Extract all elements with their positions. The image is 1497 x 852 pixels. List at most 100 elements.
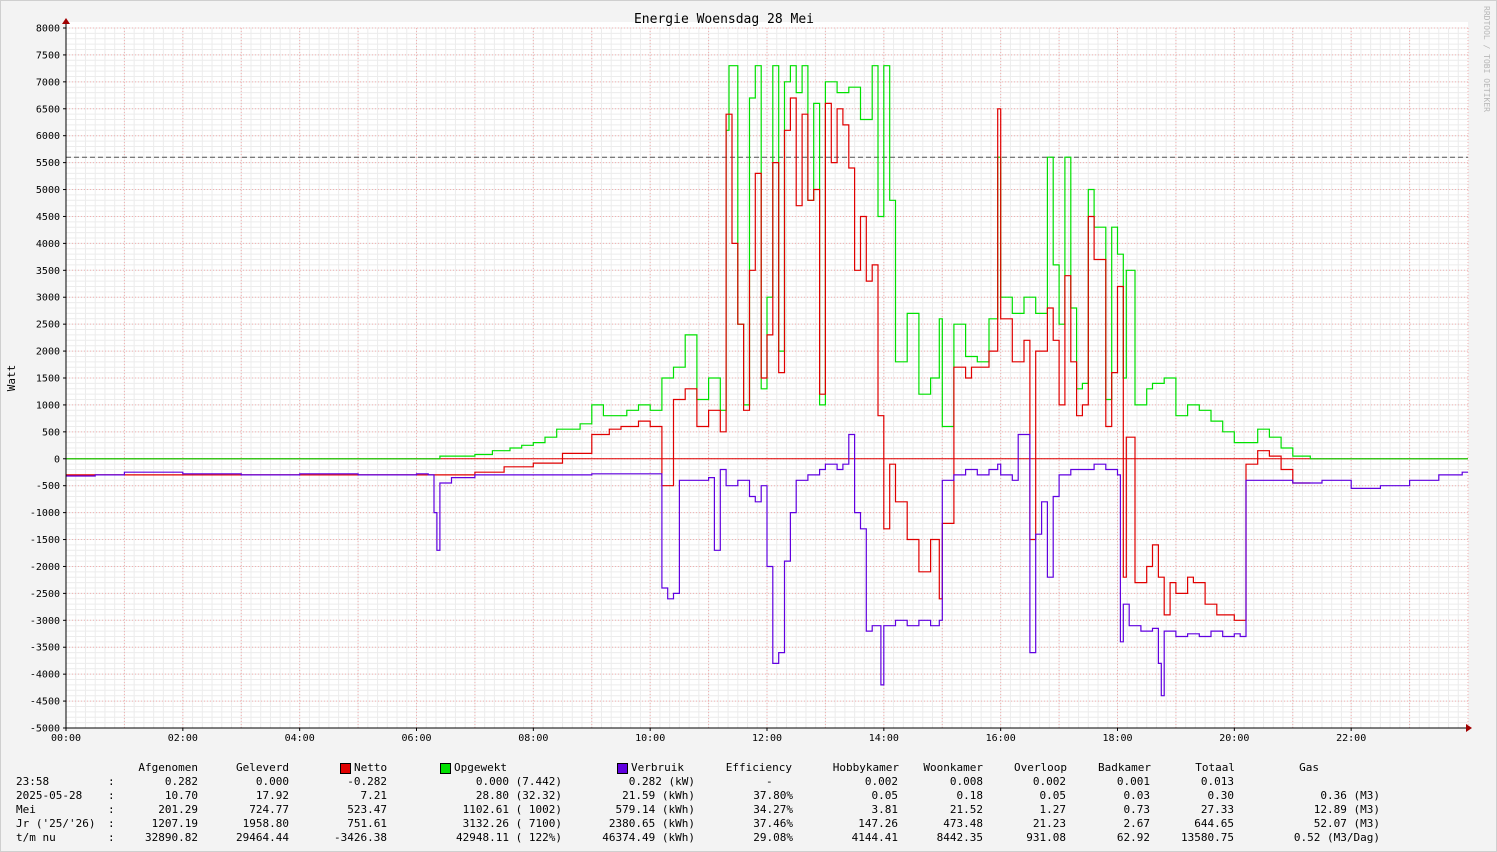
y-tick-label: -500 <box>36 481 60 492</box>
y-tick-label: -3000 <box>30 616 60 627</box>
legend-cell: 34.27% <box>753 803 793 816</box>
y-tick-label: 2000 <box>36 347 60 358</box>
legend-cell: 0.013 <box>1200 775 1234 788</box>
legend-cell: 3132.26 ( 7100) <box>462 817 562 830</box>
y-tick-label: 3500 <box>36 266 60 277</box>
legend-header: Opgewekt <box>454 761 507 774</box>
legend-cell: 0.18 <box>956 789 984 802</box>
legend-cell: 724.77 <box>249 803 289 816</box>
legend-cell: 21.23 <box>1032 817 1066 830</box>
watermark: RRDTOOL / TOBI OETIKER <box>1482 6 1491 112</box>
legend-cell: 29464.44 <box>236 831 289 844</box>
legend-row-label: Jr ('25/'26) <box>16 817 96 830</box>
x-tick-label: 16:00 <box>986 733 1016 744</box>
legend-cell: 0.001 <box>1116 775 1150 788</box>
y-tick-label: 0 <box>54 454 60 465</box>
legend-cell: 2.67 <box>1123 817 1151 830</box>
legend-cell: 37.80% <box>753 789 793 802</box>
legend-cell: 4144.41 <box>851 831 898 844</box>
y-tick-label: 5500 <box>36 158 60 169</box>
x-tick-label: 18:00 <box>1102 733 1132 744</box>
x-tick-label: 14:00 <box>869 733 899 744</box>
legend-cell: 201.29 <box>158 803 198 816</box>
legend-cell: 1102.61 ( 1002) <box>462 803 562 816</box>
legend-cell: 473.48 <box>943 817 983 830</box>
x-tick-label: 08:00 <box>518 733 548 744</box>
legend-row-separator: : <box>108 775 115 788</box>
legend-cell: 0.36 (M3) <box>1320 789 1380 802</box>
legend-header: Woonkamer <box>923 761 983 774</box>
y-tick-label: 4500 <box>36 212 60 223</box>
chart-title: Energie Woensdag 28 Mei <box>634 12 814 27</box>
legend-cell: - <box>766 775 773 788</box>
legend-swatch <box>440 763 451 774</box>
legend-swatch <box>340 763 351 774</box>
legend-cell: 13580.75 <box>1181 831 1234 844</box>
legend-cell: 0.30 <box>1207 789 1235 802</box>
y-tick-label: 7000 <box>36 77 60 88</box>
legend-cell: -3426.38 <box>334 831 387 844</box>
legend-header: Hobbykamer <box>832 761 899 774</box>
legend-cell: 0.05 <box>1039 789 1067 802</box>
y-tick-labels: 8000750070006500600055005000450040003500… <box>30 24 66 735</box>
legend-row-separator: : <box>108 803 115 816</box>
x-tick-label: 02:00 <box>168 733 198 744</box>
legend-row-label: 23:58 <box>16 775 50 788</box>
legend-cell: 0.002 <box>864 775 898 788</box>
y-tick-label: -2000 <box>30 562 60 573</box>
y-tick-label: 1000 <box>36 400 60 411</box>
legend-cell: 0.05 <box>871 789 899 802</box>
x-tick-labels: 00:00 02:00 04:00 06:00 08:00 10:00 12:00 14:00… <box>51 728 1366 744</box>
legend-cell: 523.47 <box>347 803 387 816</box>
legend-header: Afgenomen <box>138 761 198 774</box>
legend-row-label: Mei <box>16 803 36 816</box>
y-tick-label: -4000 <box>30 670 60 681</box>
legend-row-separator: : <box>108 831 115 844</box>
legend-row-separator: : <box>108 817 115 830</box>
legend-cell: 28.80 (32.32) <box>475 789 562 802</box>
legend-header: Geleverd <box>236 761 289 774</box>
legend-cell: 29.08% <box>753 831 793 844</box>
legend-header: Totaal <box>1195 761 1235 774</box>
grid <box>65 27 1469 729</box>
legend-cell: 0.03 <box>1123 789 1151 802</box>
legend-cell: -0.282 <box>347 775 387 788</box>
legend-cell: 1.27 <box>1039 803 1067 816</box>
legend-header: Netto <box>354 761 388 774</box>
legend-cell: 0.008 <box>949 775 983 788</box>
legend-cell: 931.08 <box>1026 831 1066 844</box>
legend-cell: 0.73 <box>1123 803 1151 816</box>
legend-cell: 2380.65 (kWh) <box>608 817 695 830</box>
legend-row-separator: : <box>108 789 115 802</box>
legend-cell: 52.07 (M3) <box>1313 817 1380 830</box>
legend-header: Efficiency <box>725 761 792 774</box>
y-axis-label: Watt <box>5 365 18 392</box>
legend-cell: 751.61 <box>347 817 387 830</box>
y-tick-label: 6000 <box>36 131 60 142</box>
y-tick-label: 7500 <box>36 50 60 61</box>
y-tick-label: 6500 <box>36 104 60 115</box>
x-tick-label: 04:00 <box>285 733 315 744</box>
y-tick-label: 5000 <box>36 185 60 196</box>
legend-cell: 46374.49 (kWh) <box>602 831 695 844</box>
axes <box>62 18 1472 732</box>
legend-cell: 1207.19 <box>151 817 198 830</box>
x-tick-label: 12:00 <box>752 733 782 744</box>
y-tick-label: 3000 <box>36 293 60 304</box>
legend-header: Verbruik <box>631 761 684 774</box>
series-line-verbruik <box>66 433 1468 697</box>
y-tick-label: -4500 <box>30 697 60 708</box>
legend-cell: 0.000 (7.442) <box>475 775 562 788</box>
y-tick-label: -1500 <box>30 535 60 546</box>
y-tick-label: 2500 <box>36 320 60 331</box>
series-line-opgewekt <box>66 65 1468 460</box>
legend-row-label: t/m nu <box>16 831 56 844</box>
legend-cell: 0.282 (kW) <box>628 775 695 788</box>
legend-cell: 42948.11 ( 122%) <box>456 831 562 844</box>
legend-cell: 1958.80 <box>242 817 289 830</box>
legend-cell: 10.70 <box>164 789 198 802</box>
legend-cell: 3.81 <box>871 803 899 816</box>
legend-cell: 8442.35 <box>936 831 983 844</box>
legend-cell: 12.89 (M3) <box>1313 803 1380 816</box>
y-tick-label: 4000 <box>36 239 60 250</box>
